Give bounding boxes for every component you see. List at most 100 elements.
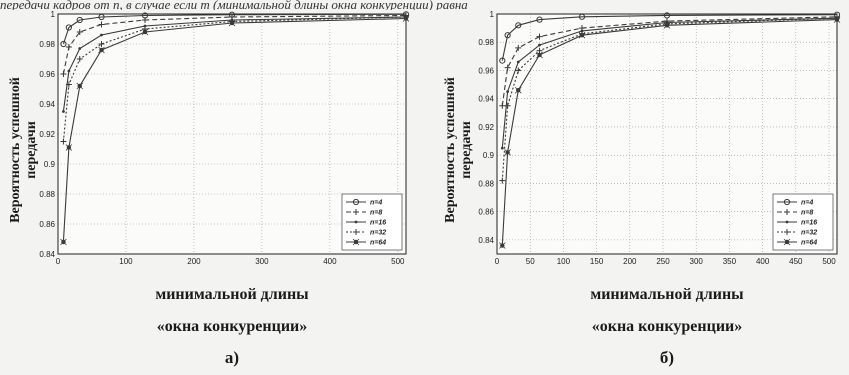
series-n64-b <box>499 16 841 249</box>
top-cut-text: передачи кадров от n, в случае если m (м… <box>0 0 468 10</box>
x-tick-label-a: 500 <box>391 257 405 266</box>
legend-marker-b <box>784 209 790 215</box>
y-tick-label-b: 0.92 <box>478 123 494 132</box>
data-point-a <box>98 13 105 21</box>
x-axis-label-a-line1: минимальной длины <box>155 286 309 303</box>
data-point-b <box>500 146 504 150</box>
data-point-b <box>663 22 671 29</box>
x-tick-label-b: 350 <box>723 257 737 266</box>
x-tick-label-b: 300 <box>690 257 704 266</box>
data-point-a <box>76 56 83 62</box>
y-tick-label-b: 0.96 <box>478 66 494 75</box>
legend-entry-b: n=8 <box>801 210 813 217</box>
y-tick-label-a: 0.98 <box>39 40 55 49</box>
y-axis-label-b-line1: Вероятность успешной <box>443 77 458 223</box>
figure-panel-b: 0 50 100 150 200 250 300 350 400 450 500 0.84 0.86 0.… <box>425 0 849 375</box>
y-tick-label-b: 0.84 <box>478 236 494 245</box>
data-point-a <box>76 82 84 90</box>
data-point-a <box>65 81 72 88</box>
series-line-b <box>501 14 838 61</box>
y-tick-label-a: 0.92 <box>39 130 55 139</box>
data-point-b <box>499 57 506 64</box>
x-axis-label-a-line2: «окна конкуренции» <box>156 318 308 335</box>
data-point-b <box>504 149 511 156</box>
data-point-b <box>515 67 522 74</box>
chart-b: 0 50 100 150 200 250 300 350 400 450 500 0.84 0.86 0.… <box>478 10 841 266</box>
data-point-a <box>76 29 83 35</box>
legend-entry-b: n=32 <box>801 230 817 237</box>
data-point-b <box>663 12 671 19</box>
data-point-b <box>516 60 520 64</box>
plot-frame-b <box>496 13 838 255</box>
y-tick-label-a: 0.84 <box>39 250 55 259</box>
data-point-b <box>504 102 511 109</box>
y-axis-label-b: Вероятность успешной передачи <box>443 50 475 250</box>
data-point-b <box>578 13 586 20</box>
y-tick-label-b: 0.98 <box>478 38 494 47</box>
y-tick-label-a: 1 <box>51 10 56 19</box>
data-point-b <box>536 47 543 54</box>
legend-entry-b: n=4 <box>801 200 813 207</box>
y-tick-label-b: 0.9 <box>483 151 495 160</box>
legend-marker-b <box>783 238 791 246</box>
y-tick-label-a: 0.88 <box>39 190 55 199</box>
legend-entry-a: n=32 <box>370 230 386 237</box>
data-point-b <box>499 102 506 109</box>
data-point-b <box>514 86 522 94</box>
data-point-a <box>65 24 72 31</box>
data-point-a <box>142 17 148 23</box>
x-tick-label-b: 50 <box>526 257 535 266</box>
data-point-b <box>578 31 586 39</box>
x-tick-label-a: 300 <box>255 257 269 266</box>
legend-marker-b <box>783 198 791 206</box>
legend-entry-b: n=16 <box>801 220 817 227</box>
data-point-a <box>67 69 71 73</box>
data-point-b <box>538 43 541 47</box>
data-point-b <box>536 16 543 23</box>
x-tick-label-a: 0 <box>56 257 61 266</box>
legend-entry-a: n=16 <box>370 220 386 227</box>
data-point-a <box>60 138 67 145</box>
x-tick-label-b: 100 <box>557 257 571 266</box>
legend-marker-a <box>353 229 359 235</box>
legend-marker-b <box>785 220 789 224</box>
data-point-a <box>60 71 67 77</box>
data-point-b <box>536 51 543 59</box>
data-point-a <box>76 16 83 24</box>
data-point-b <box>506 90 510 94</box>
data-point-b <box>515 44 522 51</box>
y-axis-label-a-line2: передачи <box>24 121 39 179</box>
data-point-a <box>60 238 67 246</box>
x-tick-label-b: 500 <box>822 257 836 266</box>
legend-marker-b <box>784 229 790 235</box>
data-point-a <box>402 15 410 22</box>
data-point-b <box>833 16 841 23</box>
y-tick-label-a: 0.9 <box>44 160 56 169</box>
data-point-b <box>536 33 543 40</box>
data-point-a <box>65 44 72 50</box>
chart-a: 0 100 200 300 400 500 0.84 0.86 0.88 0.9 0.92 0.94 0… <box>39 10 410 266</box>
legend-entry-a: n=4 <box>370 200 382 207</box>
data-point-a <box>228 19 236 27</box>
legend-entry-b: n=64 <box>801 240 817 247</box>
y-tick-label-a: 0.86 <box>39 220 55 229</box>
legend-entry-a: n=8 <box>370 210 382 217</box>
x-tick-label-b: 450 <box>789 257 803 266</box>
data-point-a <box>100 33 103 37</box>
data-point-a <box>98 46 105 54</box>
data-point-b <box>515 22 522 29</box>
y-tick-label-b: 0.86 <box>478 208 494 217</box>
figure-panel-a: 0 100 200 300 400 500 0.84 0.86 0.88 0.9 0.92 0.94 0… <box>8 10 410 367</box>
x-tick-label-b: 150 <box>590 257 604 266</box>
y-tick-label-a: 0.96 <box>39 70 55 79</box>
data-point-a <box>98 21 105 28</box>
x-tick-label-b: 250 <box>656 257 670 266</box>
y-tick-label-a: 0.94 <box>39 100 55 109</box>
legend-marker-a <box>354 220 358 224</box>
data-point-a <box>60 40 67 48</box>
data-point-b <box>499 242 506 249</box>
data-point-b <box>499 177 506 184</box>
x-axis-label-b-line2: «окна конкуренции» <box>591 318 743 335</box>
x-axis-label-b-line1: минимальной длины <box>590 286 744 303</box>
caption-b: б) <box>659 348 675 367</box>
